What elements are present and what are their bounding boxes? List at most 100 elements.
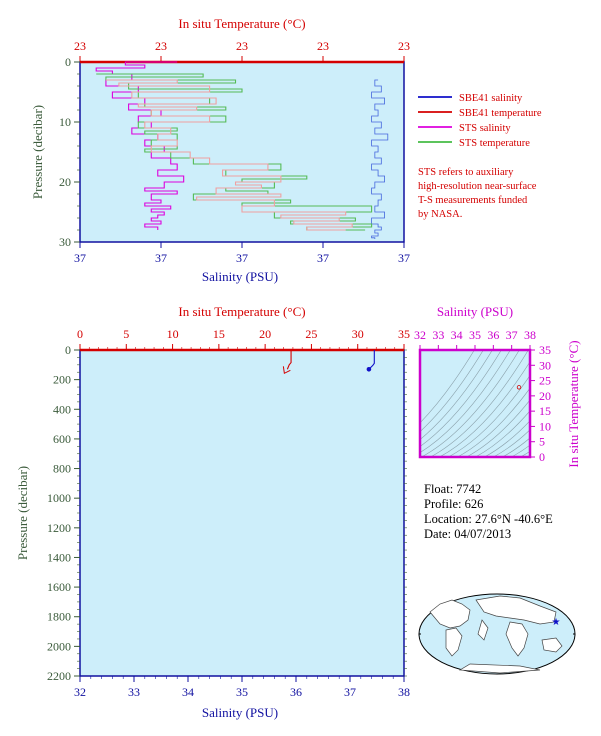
top-temp-tick-label: 23 — [398, 39, 410, 53]
profile-number: Profile: 626 — [424, 497, 483, 511]
bottom-temp-tick-label: 0 — [77, 327, 83, 341]
bottom-temp-tick-label: 15 — [213, 327, 225, 341]
ts-temp-tick-label: 5 — [539, 435, 545, 449]
top-temp-tick-label: 23 — [155, 39, 167, 53]
bottom-pressure-tick-label: 1200 — [47, 521, 71, 535]
ts-contour — [456, 387, 530, 457]
ts-contour — [474, 410, 530, 457]
bottom-sal-tick-label: 33 — [128, 685, 140, 699]
top-sal-ticks: 37 37 37 37 37 — [74, 242, 410, 265]
bottom-pressure-tick-label: 0 — [65, 343, 71, 357]
note-line: STS refers to auxiliary — [418, 167, 514, 178]
bottom-pressure-tick-label: 1800 — [47, 610, 71, 624]
bottom-sal-tick-label: 35 — [236, 685, 248, 699]
bottom-temp-tick-label: 30 — [352, 327, 364, 341]
location: Location: 27.6°N -40.6°E — [424, 512, 553, 526]
bottom-plot-area — [79, 349, 405, 677]
top-sal-axis-label: Salinity (PSU) — [202, 269, 278, 284]
ts-temp-axis-label: In situ Temperature (°C) — [566, 340, 581, 467]
top-pressure-axis-label: Pressure (decibar) — [30, 105, 45, 199]
top-sal-tick-label: 37 — [155, 251, 167, 265]
ts-contour — [510, 444, 530, 457]
ts-contour — [420, 350, 493, 440]
ts-diagram-panel: Salinity (PSU) 32 33 34 35 36 37 38 05 10152025… — [414, 304, 581, 468]
bottom-pressure-tick-label: 200 — [53, 373, 71, 387]
bottom-temp-tick-label: 25 — [305, 327, 317, 341]
ts-temp-tick-label: 35 — [539, 343, 551, 357]
legend-label: SBE41 salinity — [459, 93, 523, 104]
ts-contour — [420, 350, 502, 447]
note-line: high-resolution near-surface — [418, 181, 537, 192]
bottom-pressure-tick-label: 1000 — [47, 491, 71, 505]
bottom-temp-axis-label: In situ Temperature (°C) — [178, 304, 305, 319]
bottom-pressure-axis-label: Pressure (decibar) — [15, 466, 30, 560]
bottom-series-line-1 — [368, 350, 375, 370]
bottom-pressure-tick-label: 800 — [53, 462, 71, 476]
ts-temp-tick-label: 0 — [539, 450, 545, 464]
top-profile-panel: In situ Temperature (°C) 23 23 23 23 23 0 10 2… — [30, 16, 410, 284]
bottom-sal-tick-label: 36 — [290, 685, 302, 699]
ts-sal-tick-label: 32 — [414, 328, 426, 342]
top-series-line-1 — [95, 61, 185, 230]
ts-sal-tick-label: 37 — [506, 328, 518, 342]
ts-contour — [438, 361, 530, 457]
top-sal-tick-label: 37 — [398, 251, 410, 265]
top-pressure-tick-label: 10 — [59, 115, 71, 129]
top-sal-tick-label: 37 — [236, 251, 248, 265]
bottom-sal-tick-label: 38 — [398, 685, 410, 699]
ts-sal-tick-label: 36 — [487, 328, 499, 342]
ts-frame — [418, 348, 532, 459]
ts-density-contours — [420, 350, 530, 457]
bottom-sal-end-marker — [366, 366, 372, 372]
top-temp-tick-label: 23 — [236, 39, 248, 53]
date: Date: 04/07/2013 — [424, 527, 511, 541]
bottom-profile-panel: In situ Temperature (°C) 0 5 10 15 20 25 30 35 … — [15, 304, 410, 720]
ts-temp-tick-label: 10 — [539, 419, 551, 433]
legend-label: STS salinity — [459, 123, 511, 134]
bottom-pressure-tick-label: 2000 — [47, 639, 71, 653]
legend-label: STS temperature — [459, 138, 530, 149]
ts-points — [516, 385, 522, 390]
ts-contour — [483, 420, 530, 457]
bottom-temp-tick-label: 10 — [167, 327, 179, 341]
bottom-sal-tick-label: 37 — [344, 685, 356, 699]
sts-note: STS refers to auxiliary high-resolution n… — [418, 167, 537, 220]
ts-sal-axis-label: Salinity (PSU) — [437, 304, 513, 319]
top-series-line-0 — [371, 79, 389, 239]
map-continents — [429, 595, 563, 674]
bottom-temp-end-marker — [282, 366, 291, 375]
ts-sal-tick-label: 38 — [524, 328, 536, 342]
ts-contour — [420, 350, 484, 433]
world-map: ★ — [418, 593, 576, 675]
ts-contour — [501, 437, 530, 457]
note-line: by NASA. — [418, 209, 462, 220]
bottom-temp-tick-label: 5 — [123, 327, 129, 341]
top-temp-tick-label: 23 — [74, 39, 86, 53]
bottom-temp-tick-label: 20 — [259, 327, 271, 341]
bottom-series-line-0 — [286, 350, 292, 370]
bottom-pressure-tick-label: 1400 — [47, 550, 71, 564]
bottom-sal-tick-label: 34 — [182, 685, 194, 699]
ts-contour — [492, 429, 530, 457]
bottom-pressure-tick-label: 2200 — [47, 669, 71, 683]
legend: SBE41 salinity SBE41 temperature STS salin… — [418, 93, 542, 149]
bottom-pressure-ticks: 0 200 400 600 800 1000 1200 1400 1600 1800 2000 220… — [47, 343, 407, 683]
bottom-temp-ticks: 0 5 10 15 20 25 30 35 — [77, 327, 410, 350]
top-series-line-3 — [105, 79, 353, 231]
ts-sal-tick-label: 33 — [432, 328, 444, 342]
note-line: T-S measurements funded — [418, 195, 528, 206]
ts-sal-tick-label: 35 — [469, 328, 481, 342]
ts-contour — [447, 374, 530, 457]
ts-point — [516, 385, 522, 390]
top-pressure-tick-label: 30 — [59, 235, 71, 249]
top-pressure-ticks: 0 10 20 30 — [59, 55, 80, 249]
ts-contour — [429, 350, 529, 457]
top-temp-axis-label: In situ Temperature (°C) — [178, 16, 305, 31]
ts-contour — [420, 350, 511, 453]
bottom-sal-tick-label: 32 — [74, 685, 86, 699]
ts-temp-tick-label: 20 — [539, 389, 551, 403]
bottom-pressure-tick-label: 600 — [53, 432, 71, 446]
bottom-sal-axis-label: Salinity (PSU) — [202, 705, 278, 720]
